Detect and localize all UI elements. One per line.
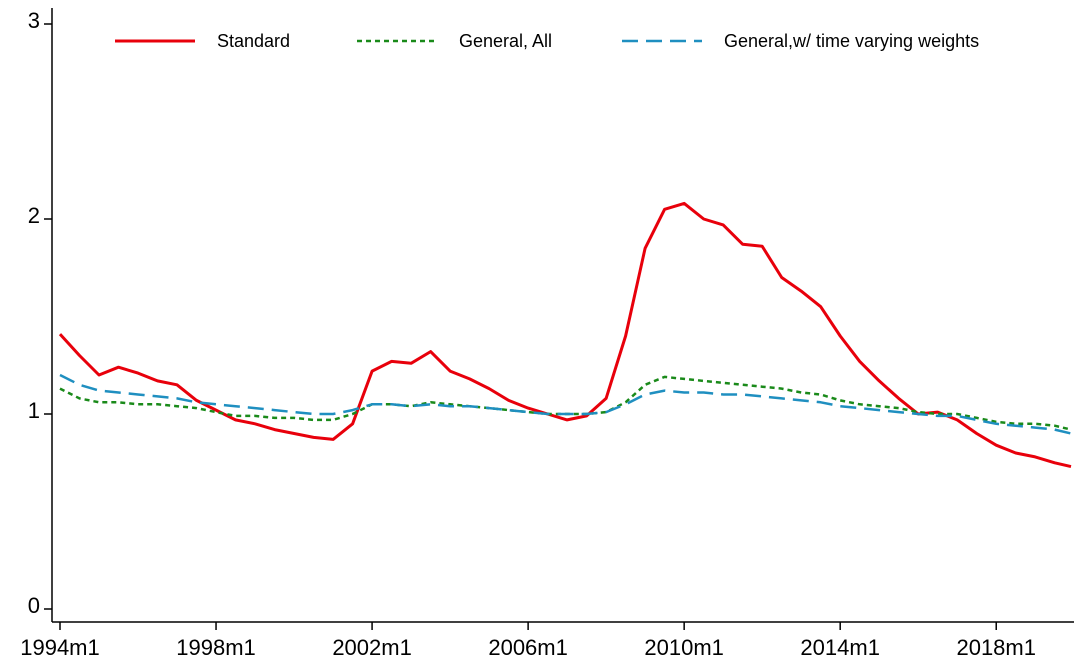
legend-label: Standard <box>217 31 290 51</box>
y-tick-label: 3 <box>28 8 40 33</box>
x-tick-label: 2002m1 <box>332 635 412 660</box>
x-tick-label: 1994m1 <box>20 635 100 660</box>
legend: Standard General, All General,w/ time vary… <box>115 31 979 51</box>
y-tick-label: 1 <box>28 398 40 423</box>
x-tick-label: 2010m1 <box>644 635 724 660</box>
y-tick-label: 2 <box>28 203 40 228</box>
x-tick-label: 1998m1 <box>176 635 256 660</box>
x-tick-label: 2018m1 <box>956 635 1036 660</box>
y-tick-label: 0 <box>28 593 40 618</box>
series-line <box>59 373 1072 435</box>
legend-label: General,w/ time varying weights <box>724 31 979 51</box>
x-tick-label: 2006m1 <box>488 635 568 660</box>
legend-label: General, All <box>459 31 552 51</box>
series-line <box>58 201 1072 469</box>
x-tick-label: 2014m1 <box>800 635 880 660</box>
